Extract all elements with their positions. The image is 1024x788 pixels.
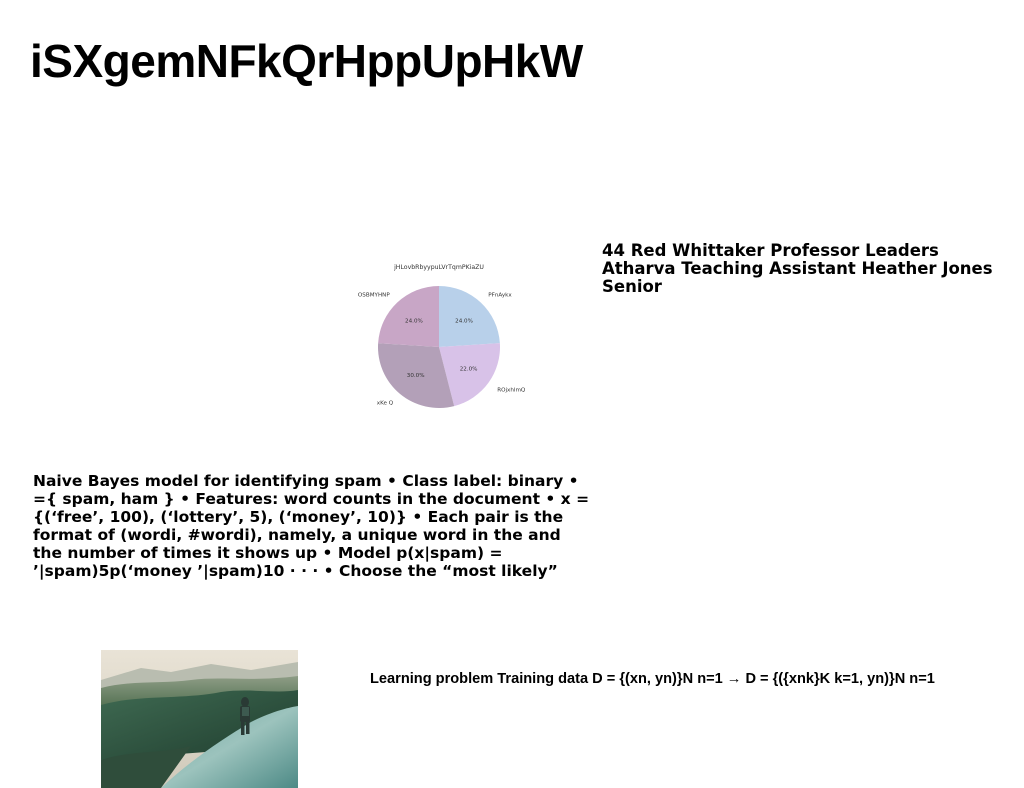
pie-category-label: ROjxhlmQ xyxy=(497,387,526,393)
pie-category-label: xKe Q xyxy=(377,400,394,406)
hiker-photo xyxy=(101,650,298,788)
naive-bayes-text: Naive Bayes model for identifying spam •… xyxy=(33,472,590,580)
pie-value-label: 24.0% xyxy=(405,318,423,324)
people-text: 44 Red Whittaker Professor Leaders Athar… xyxy=(602,241,993,296)
pie-chart: jHLovbRbyypuLVrTqmPKiaZU 24.0% PFnAykx 22.… xyxy=(356,258,540,434)
pie-slice xyxy=(378,343,455,408)
chart-title: jHLovbRbyypuLVrTqmPKiaZU xyxy=(393,264,484,271)
pie-chart-svg: jHLovbRbyypuLVrTqmPKiaZU 24.0% PFnAykx 22.… xyxy=(358,264,526,408)
pie-slice xyxy=(378,286,439,347)
pie-labels: 24.0% PFnAykx 22.0% ROjxhlmQ 30.0% xKe Q 24.0%… xyxy=(358,293,526,407)
pie-slices xyxy=(378,286,500,408)
pie-slice xyxy=(439,343,500,407)
pie-category-label: OSBMYHNP xyxy=(358,293,390,299)
pie-value-label: 30.0% xyxy=(407,373,425,379)
hiker-photo-image xyxy=(101,650,298,788)
pie-value-label: 22.0% xyxy=(460,367,478,373)
learning-problem-text: Learning problem Training data D = {(xn,… xyxy=(370,671,935,687)
pie-category-label: PFnAykx xyxy=(488,293,512,299)
pie-slice xyxy=(439,286,500,347)
page-title: iSXgemNFkQrHppUpHkW xyxy=(30,35,583,87)
pie-value-label: 24.0% xyxy=(455,318,473,324)
